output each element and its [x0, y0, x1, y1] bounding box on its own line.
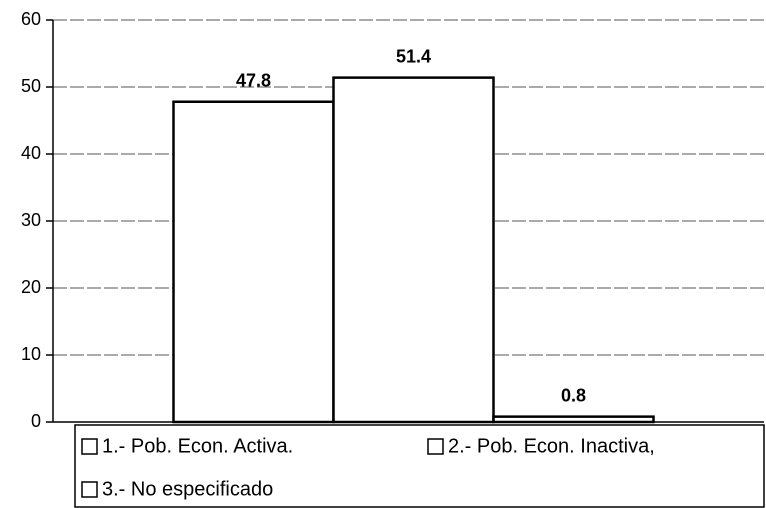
y-tick-label: 0 [31, 411, 41, 431]
bar [332, 76, 495, 424]
value-label: 0.8 [561, 385, 586, 405]
y-tick-label: 50 [21, 76, 41, 96]
legend-label: 3.- No especificado [102, 478, 273, 500]
y-tick-label: 60 [21, 9, 41, 29]
legend-label: 1.- Pob. Econ. Activa. [102, 435, 293, 457]
legend-label: 2.- Pob. Econ. Inactiva, [448, 435, 655, 457]
legend-marker [81, 438, 98, 455]
bar [492, 415, 655, 424]
bar [172, 100, 335, 424]
y-tick-label: 30 [21, 210, 41, 230]
y-tick-label: 10 [21, 344, 41, 364]
legend-marker [427, 438, 444, 455]
legend-box [74, 424, 765, 508]
y-tick-label: 40 [21, 143, 41, 163]
legend-marker [81, 481, 98, 498]
value-label: 47.8 [236, 70, 271, 90]
value-label: 51.4 [396, 46, 431, 66]
y-tick-label: 20 [21, 277, 41, 297]
